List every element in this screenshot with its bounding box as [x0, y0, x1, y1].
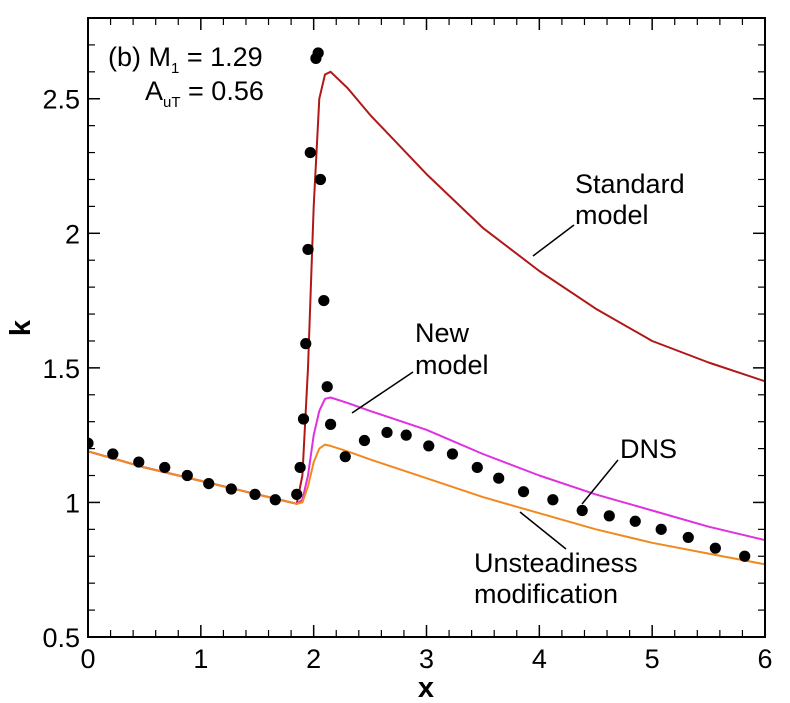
- dns-point: [304, 146, 316, 159]
- dns-point: [446, 448, 459, 460]
- dns-point: [249, 488, 261, 500]
- standard-model-label-line-2: model: [575, 200, 649, 230]
- dns-point: [709, 542, 721, 554]
- x-tick-label: 4: [532, 644, 547, 674]
- y-tick-label: 1.5: [42, 354, 80, 384]
- x-axis-label: x: [418, 672, 434, 703]
- dns-point: [493, 472, 505, 484]
- standard-model-leader: [532, 224, 575, 257]
- dns-point: [324, 418, 337, 430]
- standard-model-label-line-1: Standard: [575, 169, 685, 199]
- x-tick-label: 1: [193, 644, 208, 674]
- dns-point: [629, 515, 641, 527]
- series-layer: [88, 70, 765, 566]
- dns-point: [294, 461, 306, 474]
- y-tick-label: 0.5: [42, 623, 80, 653]
- parameter-annotation: (b) M1 = 1.29 AuT = 0.56: [108, 42, 264, 111]
- dns-point: [302, 243, 314, 256]
- dns-point: [107, 448, 119, 460]
- marker-layer: [88, 47, 751, 562]
- unsteadiness-leader: [519, 511, 567, 550]
- dns-point: [225, 483, 237, 495]
- dns-point: [300, 338, 312, 350]
- dns-point: [88, 437, 94, 449]
- dns-point: [318, 294, 330, 307]
- dns-point: [291, 488, 303, 500]
- unsteadiness-label-line-2: modification: [474, 579, 618, 609]
- series-labels: Standard model New model DNS Unsteadines…: [351, 169, 685, 609]
- new-model-leader: [351, 371, 414, 414]
- dns-point: [269, 494, 281, 506]
- x-tick-label: 6: [757, 644, 772, 674]
- dns-point: [603, 510, 615, 522]
- x-tick-label: 0: [80, 644, 95, 674]
- dns-point: [321, 381, 333, 393]
- dns-label: DNS: [620, 434, 677, 464]
- dns-point: [339, 451, 351, 463]
- y-tick-label: 1: [65, 488, 80, 518]
- dns-point: [682, 531, 694, 544]
- y-tick-label: 2.5: [42, 85, 80, 115]
- dns-point: [739, 550, 751, 562]
- annotation-line-2: AuT = 0.56: [145, 76, 264, 111]
- dns-point: [159, 461, 171, 474]
- dns-point: [358, 434, 371, 447]
- dns-point: [203, 477, 215, 490]
- dns-point: [423, 440, 435, 452]
- unsteadiness-label-line-1: Unsteadiness: [474, 548, 638, 578]
- dns-leader: [581, 459, 619, 505]
- y-tick-label: 2: [65, 219, 80, 249]
- plot-frame: [87, 17, 766, 638]
- unsteadiness-modification-line: [88, 443, 765, 566]
- dns-point: [314, 173, 327, 186]
- new-model-line: [88, 396, 765, 542]
- dns-point: [312, 47, 324, 59]
- dns-point: [181, 469, 193, 482]
- dns-point: [576, 504, 588, 517]
- dns-point: [655, 523, 667, 535]
- dns-point: [297, 413, 310, 425]
- dns-point: [547, 494, 559, 506]
- dns-point: [471, 461, 483, 474]
- x-tick-label: 5: [645, 644, 660, 674]
- x-tick-label: 2: [306, 644, 321, 674]
- dns-point: [517, 486, 530, 498]
- ticks-layer: 0 1 2 3 4 5 6 0.5 1 1.5 2 2.5: [42, 17, 773, 674]
- dns-point: [381, 426, 393, 439]
- new-model-label-line-1: New: [415, 318, 470, 348]
- y-axis-label: k: [5, 319, 37, 336]
- new-model-label-line-2: model: [415, 350, 489, 380]
- dns-point: [400, 429, 412, 441]
- x-tick-label: 3: [419, 644, 434, 674]
- dns-point: [133, 456, 145, 468]
- annotation-line-1: (b) M1 = 1.29: [108, 42, 263, 77]
